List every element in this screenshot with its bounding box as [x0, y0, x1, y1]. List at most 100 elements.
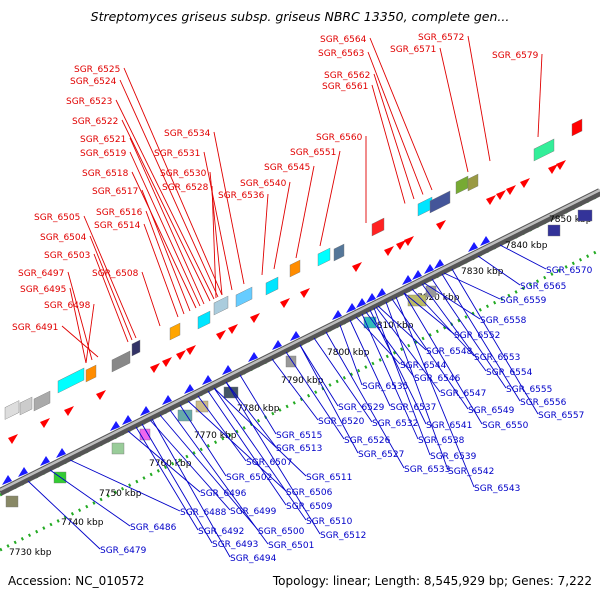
forward-gene-leader-line [141, 271, 161, 327]
reverse-gene-arrow [468, 242, 478, 252]
forward-gene-label: SGR_6517 [92, 187, 138, 197]
reverse-gene-arrow [184, 384, 194, 394]
forward-gene-label: SGR_6531 [154, 149, 200, 159]
reverse-gene-leader-line [141, 423, 213, 544]
forward-gene-arrow [436, 220, 446, 230]
reverse-gene-leader-line [431, 278, 507, 389]
reverse-gene-leader-line [443, 272, 501, 300]
forward-gene-leader-line [371, 84, 406, 204]
reverse-gene-leader-line [377, 305, 427, 351]
reverse-gene-leader-line [299, 344, 359, 454]
forward-gene-leader-line [213, 131, 245, 285]
reverse-gene-leader-line [365, 311, 415, 378]
forward-gene-leader-line [273, 181, 291, 270]
forward-gene-leader-line [93, 253, 129, 343]
forward-gene-leader-line [439, 47, 469, 173]
reverse-gene-label: SGR_6492 [198, 527, 244, 537]
reverse-gene-label: SGR_6512 [320, 531, 366, 541]
forward-gene-leader-line [115, 99, 215, 300]
forward-gene-arrow [280, 298, 290, 308]
reverse-gene-arrow [346, 303, 356, 313]
forward-gene-label: SGR_6534 [164, 129, 211, 139]
forward-feature-box [235, 286, 253, 308]
forward-gene-arrow [496, 190, 506, 200]
reverse-gene-leader-line [411, 288, 475, 357]
forward-feature-box [131, 339, 141, 357]
forward-gene-leader-line [467, 35, 491, 162]
forward-feature-box [289, 259, 301, 278]
forward-gene-arrow [300, 288, 310, 298]
reverse-gene-arrow [376, 288, 386, 298]
forward-gene-label: SGR_6560 [316, 133, 363, 143]
reverse-gene-arrow [248, 352, 258, 362]
forward-gene-arrow [548, 164, 558, 174]
forward-gene-label: SGR_6572 [418, 33, 464, 43]
forward-gene-leader-line [121, 119, 211, 302]
reverse-gene-leader-line [213, 387, 307, 521]
forward-gene-leader-line [83, 215, 137, 339]
reverse-gene-leader-line [27, 480, 101, 550]
reverse-gene-arrow [18, 467, 28, 477]
reverse-gene-leader-line [271, 358, 319, 421]
forward-feature-box [197, 310, 211, 330]
forward-feature-box [265, 276, 279, 296]
reverse-gene-label: SGR_6510 [306, 517, 353, 527]
reverse-gene-label: SGR_6538 [418, 436, 465, 446]
reverse-gene-label: SGR_6554 [486, 368, 533, 378]
reverse-gene-label: SGR_6526 [344, 436, 391, 446]
reverse-gene-label: SGR_6537 [390, 403, 436, 413]
forward-feature-box [4, 400, 20, 420]
forward-gene-label: SGR_6491 [12, 323, 58, 333]
forward-gene-leader-line [369, 37, 433, 191]
forward-gene-leader-line [367, 51, 424, 195]
reverse-gene-arrow [202, 375, 212, 385]
reverse-gene-arrow [140, 406, 150, 416]
reverse-gene-label: SGR_6543 [474, 484, 520, 494]
reverse-gene-leader-line [313, 337, 373, 423]
reverse-gene-leader-line [369, 309, 427, 425]
reverse-gene-label: SGR_6542 [448, 467, 494, 477]
forward-gene-label: SGR_6524 [70, 77, 117, 87]
reverse-gene-leader-line [403, 292, 483, 425]
forward-gene-label: SGR_6503 [44, 251, 90, 261]
forward-gene-arrow [396, 240, 406, 250]
reverse-gene-arrow [424, 264, 434, 274]
forward-gene-leader-line [69, 287, 87, 364]
forward-gene-arrow [176, 350, 186, 360]
reverse-gene-arrow [412, 270, 422, 280]
reverse-gene-leader-line [391, 298, 469, 410]
reverse-gene-label: SGR_6552 [454, 331, 500, 341]
forward-gene-arrow [556, 160, 566, 170]
forward-gene-arrow [64, 406, 74, 416]
reverse-gene-label: SGR_6558 [480, 316, 527, 326]
forward-gene-label: SGR_6497 [18, 269, 64, 279]
reverse-gene-leader-line [355, 316, 401, 365]
reverse-feature-box [425, 285, 437, 298]
reverse-gene-leader-line [207, 390, 287, 506]
forward-gene-label: SGR_6514 [94, 221, 141, 231]
reverse-gene-leader-line [325, 331, 405, 469]
forward-gene-label: SGR_6564 [320, 35, 367, 45]
reverse-gene-label: SGR_6493 [212, 540, 258, 550]
reverse-feature-box [223, 386, 239, 399]
reverse-gene-label: SGR_6507 [246, 458, 292, 468]
kbp-tick-label: 7750 kbp [99, 489, 142, 499]
reverse-gene-arrow [434, 259, 444, 269]
reverse-gene-label: SGR_6486 [130, 523, 177, 533]
accession-text: Accession: NC_010572 [8, 574, 145, 588]
forward-gene-arrow [486, 195, 496, 205]
forward-gene-label: SGR_6525 [74, 65, 120, 75]
reverse-gene-leader-line [239, 374, 277, 435]
forward-gene-label: SGR_6521 [80, 135, 126, 145]
forward-gene-label: SGR_6536 [218, 191, 265, 201]
forward-feature-box [57, 367, 85, 394]
reverse-gene-label: SGR_6539 [430, 452, 477, 462]
forward-gene-arrow [506, 185, 516, 195]
reverse-gene-leader-line [197, 395, 247, 462]
forward-gene-arrow [8, 434, 18, 444]
forward-gene-leader-line [85, 303, 95, 364]
kbp-tick-label: 7840 kbp [505, 241, 548, 251]
reverse-gene-arrow [356, 298, 366, 308]
forward-gene-leader-line [131, 171, 197, 309]
